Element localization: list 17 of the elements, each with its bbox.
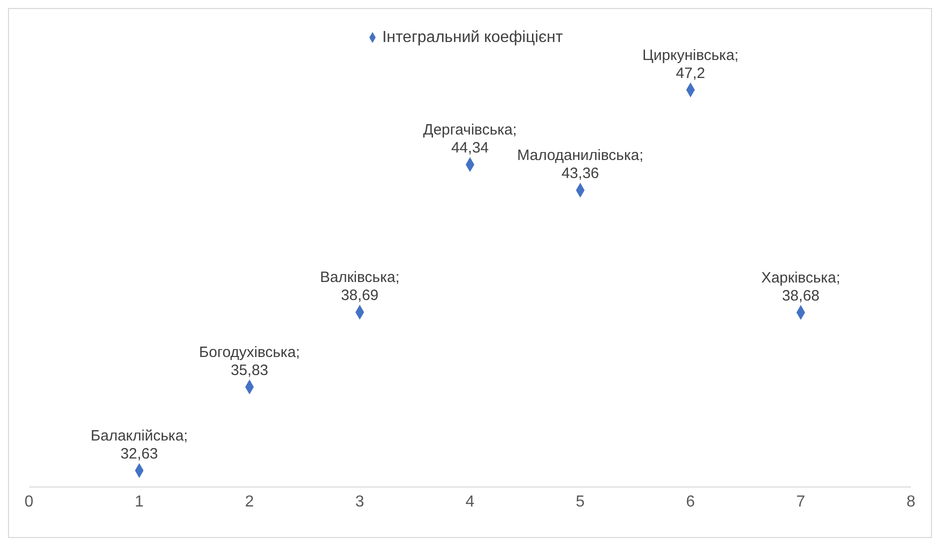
x-tick-label: 7 — [796, 493, 806, 510]
x-tick-label: 6 — [686, 493, 696, 510]
data-label: Валківська; 38,69 — [320, 269, 400, 304]
x-tick-label: 0 — [24, 493, 34, 510]
x-tick-label: 3 — [355, 493, 364, 510]
x-tick-label: 5 — [576, 493, 585, 510]
data-label: Харківська; 38,68 — [761, 269, 840, 304]
data-label: Богодухівська; 35,83 — [199, 344, 300, 379]
x-tick-label: 1 — [134, 493, 144, 510]
legend-label: Інтегральний коефіцієнт — [382, 29, 563, 46]
data-label: Малоданилівська; 43,36 — [517, 147, 644, 182]
x-tick-label: 2 — [245, 493, 254, 510]
data-label: Балаклійська; 32,63 — [90, 428, 188, 463]
data-label: Дергачівська; 44,34 — [423, 122, 517, 157]
x-tick-label: 8 — [906, 493, 916, 510]
x-tick-label: 4 — [466, 493, 475, 510]
data-label: Циркунівська; 47,2 — [642, 46, 739, 82]
